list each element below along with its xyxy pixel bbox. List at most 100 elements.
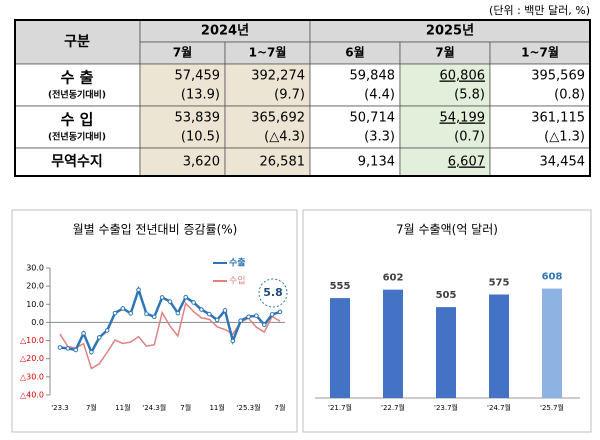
marker <box>81 331 86 336</box>
header: 구분 <box>64 34 90 50</box>
y-tick-label: △40.0 <box>20 391 44 400</box>
table-cell <box>139 105 226 149</box>
cell-text: 59,848 <box>350 69 396 84</box>
cell-text: (4.4) <box>364 88 395 103</box>
cell-text: (0.8) <box>554 88 585 103</box>
marker <box>254 313 259 319</box>
x-tick-label: '23.7월 <box>434 403 458 412</box>
cell-text: 26,581 <box>260 155 306 170</box>
chart-title: 7월 수출액(억 달러) <box>396 223 498 237</box>
marker <box>191 300 196 305</box>
cell-text: 34,454 <box>540 155 586 170</box>
right-panel <box>302 209 592 433</box>
cell-text: (0.7) <box>454 130 485 145</box>
table-cell <box>309 63 401 107</box>
x-tick-label: '23.3 <box>51 404 69 412</box>
y-tick-label: △20.0 <box>20 354 44 363</box>
row-label: 수 출 <box>61 69 94 87</box>
x-tick-label: '24.7월 <box>487 403 511 412</box>
marker <box>269 312 275 317</box>
marker <box>230 338 236 344</box>
table-border <box>14 19 591 177</box>
marker <box>151 314 157 320</box>
marker <box>246 314 251 320</box>
x-tick-label: '21.7월 <box>328 403 352 412</box>
y-tick-label: △30.0 <box>20 372 44 381</box>
table-cell <box>14 63 141 107</box>
bar <box>542 288 562 398</box>
cell-text: 3,620 <box>183 155 220 170</box>
header: 7월 <box>173 45 192 60</box>
unit-label: (단위 : 백만 달러, %) <box>489 4 590 17</box>
cell-text: 395,569 <box>531 69 585 84</box>
callout-label: 5.8 <box>263 286 283 299</box>
cell-text: 60,806 <box>440 69 486 84</box>
cell-text: 54,199 <box>440 111 486 126</box>
x-tick-label: '24.3월 <box>142 403 166 412</box>
marker <box>96 335 102 340</box>
value-label: 602 <box>383 273 404 284</box>
line-series <box>59 285 281 356</box>
marker <box>136 287 141 293</box>
cell-text: 50,714 <box>350 111 396 126</box>
x-tick-label: '25.7월 <box>540 403 564 412</box>
cell-text: 361,115 <box>531 111 585 126</box>
marker <box>73 347 79 353</box>
bar <box>489 294 509 398</box>
x-tick-label: '22.7월 <box>381 403 405 412</box>
header: 2025년 <box>426 24 474 39</box>
marker <box>222 308 228 313</box>
cell-text: (5.8) <box>454 88 485 103</box>
cell-text: (13.9) <box>181 88 220 103</box>
y-tick-label: 20.0 <box>26 282 44 291</box>
cell-text: 57,459 <box>175 69 221 84</box>
header: 7월 <box>435 45 454 60</box>
y-tick-label: 10.0 <box>26 300 44 309</box>
table-cell <box>309 147 401 177</box>
table-cell <box>139 63 226 107</box>
table-cell <box>399 147 491 177</box>
table-cell <box>489 63 591 107</box>
y-tick-label: 30.0 <box>26 264 44 273</box>
cell-text: 6,607 <box>448 155 485 170</box>
table-cell <box>489 105 591 149</box>
marker <box>89 349 94 355</box>
value-label: 608 <box>542 272 563 283</box>
x-tick-label: 7월 <box>180 403 191 412</box>
x-tick-label: 11월 <box>209 403 224 412</box>
bar <box>436 307 456 398</box>
callout <box>258 278 288 308</box>
cell-text: (10.5) <box>181 130 220 145</box>
marker <box>159 295 165 300</box>
bar <box>383 289 403 398</box>
marker <box>65 346 71 351</box>
x-tick-label: 7월 <box>275 403 286 412</box>
row-label: 수 입 <box>61 111 94 129</box>
left-panel <box>11 209 298 433</box>
x-tick-label: 11월 <box>115 403 130 412</box>
row-label: 무역수지 <box>51 153 103 170</box>
y-tick-label: △10.0 <box>20 336 44 345</box>
marker <box>277 309 283 315</box>
table-cell <box>14 147 141 177</box>
value-label: 505 <box>436 290 457 301</box>
marker <box>128 311 134 316</box>
marker <box>167 299 173 304</box>
cell-text: (△1.3) <box>544 130 585 145</box>
table-cell <box>309 105 401 149</box>
marker <box>175 310 181 316</box>
cell-text: 9,134 <box>358 155 395 170</box>
cell-text: (9.7) <box>274 88 305 103</box>
legend-label: 수출 <box>229 257 246 269</box>
x-tick-label: '25.3월 <box>237 403 261 412</box>
marker <box>144 311 149 317</box>
chart-title: 월별 수출입 전년대비 증감률(%) <box>73 223 238 237</box>
legend-label: 수입 <box>229 275 246 287</box>
marker <box>104 328 110 333</box>
header: 1~7월 <box>521 45 559 60</box>
cell-text: (3.3) <box>364 130 395 145</box>
row-sublabel: (전년동기대비) <box>48 131 106 143</box>
y-tick-label: 0.0 <box>31 318 44 327</box>
